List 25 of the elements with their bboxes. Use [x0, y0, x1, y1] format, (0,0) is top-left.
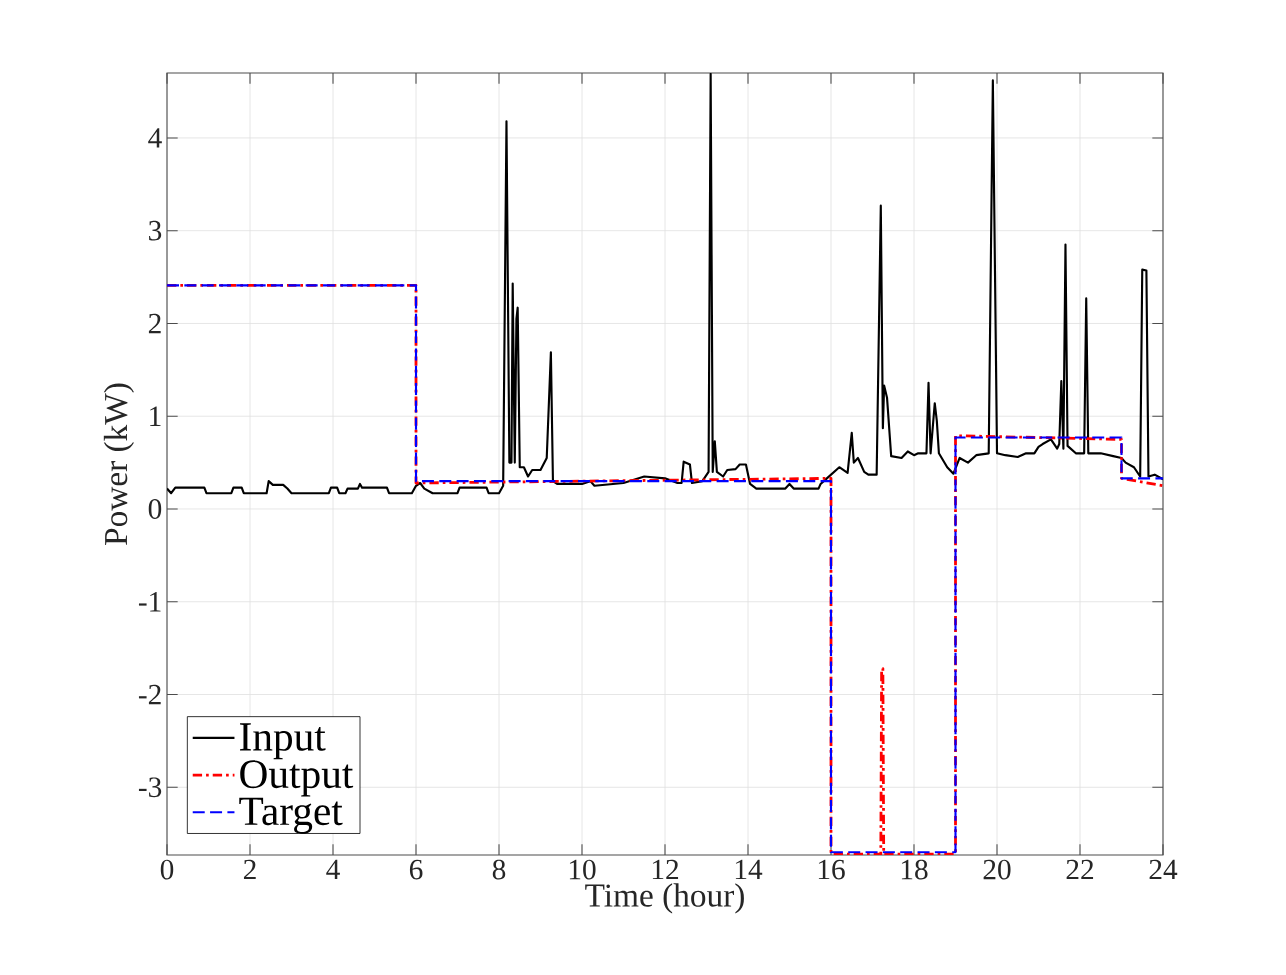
x-axis-title: Time (hour) — [585, 883, 744, 914]
y-tick-label: 3 — [149, 220, 162, 241]
x-tick-label: 22 — [1066, 859, 1094, 880]
x-tick-label: 4 — [326, 859, 340, 879]
y-tick-label: -3 — [138, 777, 162, 798]
x-tick-label: 12 — [652, 859, 679, 880]
y-tick-label: -1 — [138, 592, 161, 612]
x-tick-label: 6 — [409, 859, 423, 880]
y-tick-label: -2 — [138, 684, 161, 705]
legend-label: Input — [240, 723, 326, 760]
y-axis-title: Power (kW) — [103, 383, 135, 545]
x-tick-label: 8 — [492, 859, 506, 880]
y-tick-label: 0 — [148, 499, 162, 519]
legend-label: Output — [240, 760, 354, 797]
y-tick-label: 1 — [150, 406, 161, 426]
x-tick-label: 18 — [901, 859, 928, 880]
x-tick-label: 24 — [1149, 859, 1178, 880]
legend-label: Target — [239, 797, 343, 834]
x-tick-label: 2 — [243, 859, 256, 880]
x-tick-label: 16 — [818, 859, 845, 880]
y-tick-label: 2 — [148, 313, 161, 334]
x-tick-label: 14 — [735, 859, 763, 880]
x-tick-label: 20 — [983, 859, 1011, 880]
x-tick-label: 10 — [569, 859, 596, 880]
y-tick-label: 4 — [148, 128, 162, 148]
